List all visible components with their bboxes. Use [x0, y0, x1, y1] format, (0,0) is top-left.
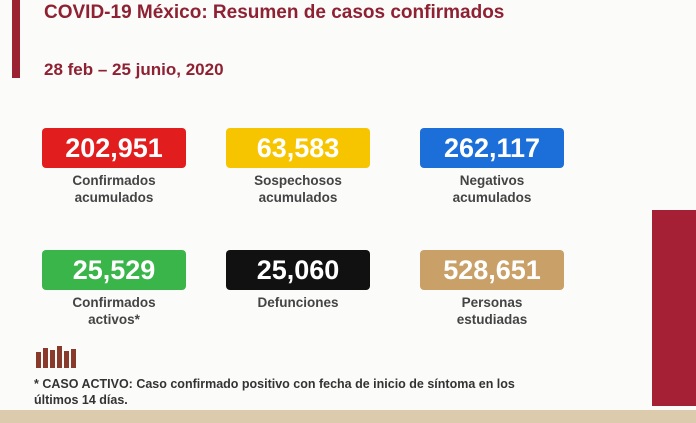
label-line: acumulados — [452, 190, 532, 205]
label-line: acumulados — [258, 190, 338, 205]
stat-value: 528,651 — [420, 250, 564, 290]
stat-card: 528,651 Personas estudiadas — [420, 250, 564, 328]
bottom-strip — [0, 410, 696, 423]
label-line: Defunciones — [257, 295, 339, 310]
stat-label: Confirmados activos* — [42, 294, 186, 328]
label-line: estudiadas — [456, 312, 528, 327]
stat-card: 25,529 Confirmados activos* — [42, 250, 186, 328]
accent-bar — [12, 0, 20, 78]
stat-value: 262,117 — [420, 128, 564, 168]
stat-label: Confirmados acumulados — [42, 172, 186, 206]
stat-label: Defunciones — [226, 294, 370, 311]
date-range: 28 feb – 25 junio, 2020 — [44, 60, 224, 79]
label-line: Negativos — [459, 173, 525, 188]
stat-card: 202,951 Confirmados acumulados — [42, 128, 186, 206]
label-line: Confirmados — [72, 295, 156, 310]
stat-value: 63,583 — [226, 128, 370, 168]
label-line: Sospechosos — [254, 173, 342, 188]
label-line: Personas — [461, 295, 523, 310]
stat-value: 25,060 — [226, 250, 370, 290]
stat-card: 262,117 Negativos acumulados — [420, 128, 564, 206]
stat-label: Sospechosos acumulados — [226, 172, 370, 206]
side-panel — [652, 210, 696, 406]
stat-label: Personas estudiadas — [420, 294, 564, 328]
label-line: Confirmados — [72, 173, 156, 188]
logo — [36, 346, 76, 368]
stat-card: 25,060 Defunciones — [226, 250, 370, 311]
label-line: activos* — [88, 312, 140, 327]
stat-label: Negativos acumulados — [420, 172, 564, 206]
title: COVID-19 México: Resumen de casos confir… — [44, 2, 505, 23]
stat-card: 63,583 Sospechosos acumulados — [226, 128, 370, 206]
stat-value: 25,529 — [42, 250, 186, 290]
footnote: * CASO ACTIVO: Caso confirmado positivo … — [34, 377, 515, 407]
stat-value: 202,951 — [42, 128, 186, 168]
label-line: acumulados — [74, 190, 154, 205]
